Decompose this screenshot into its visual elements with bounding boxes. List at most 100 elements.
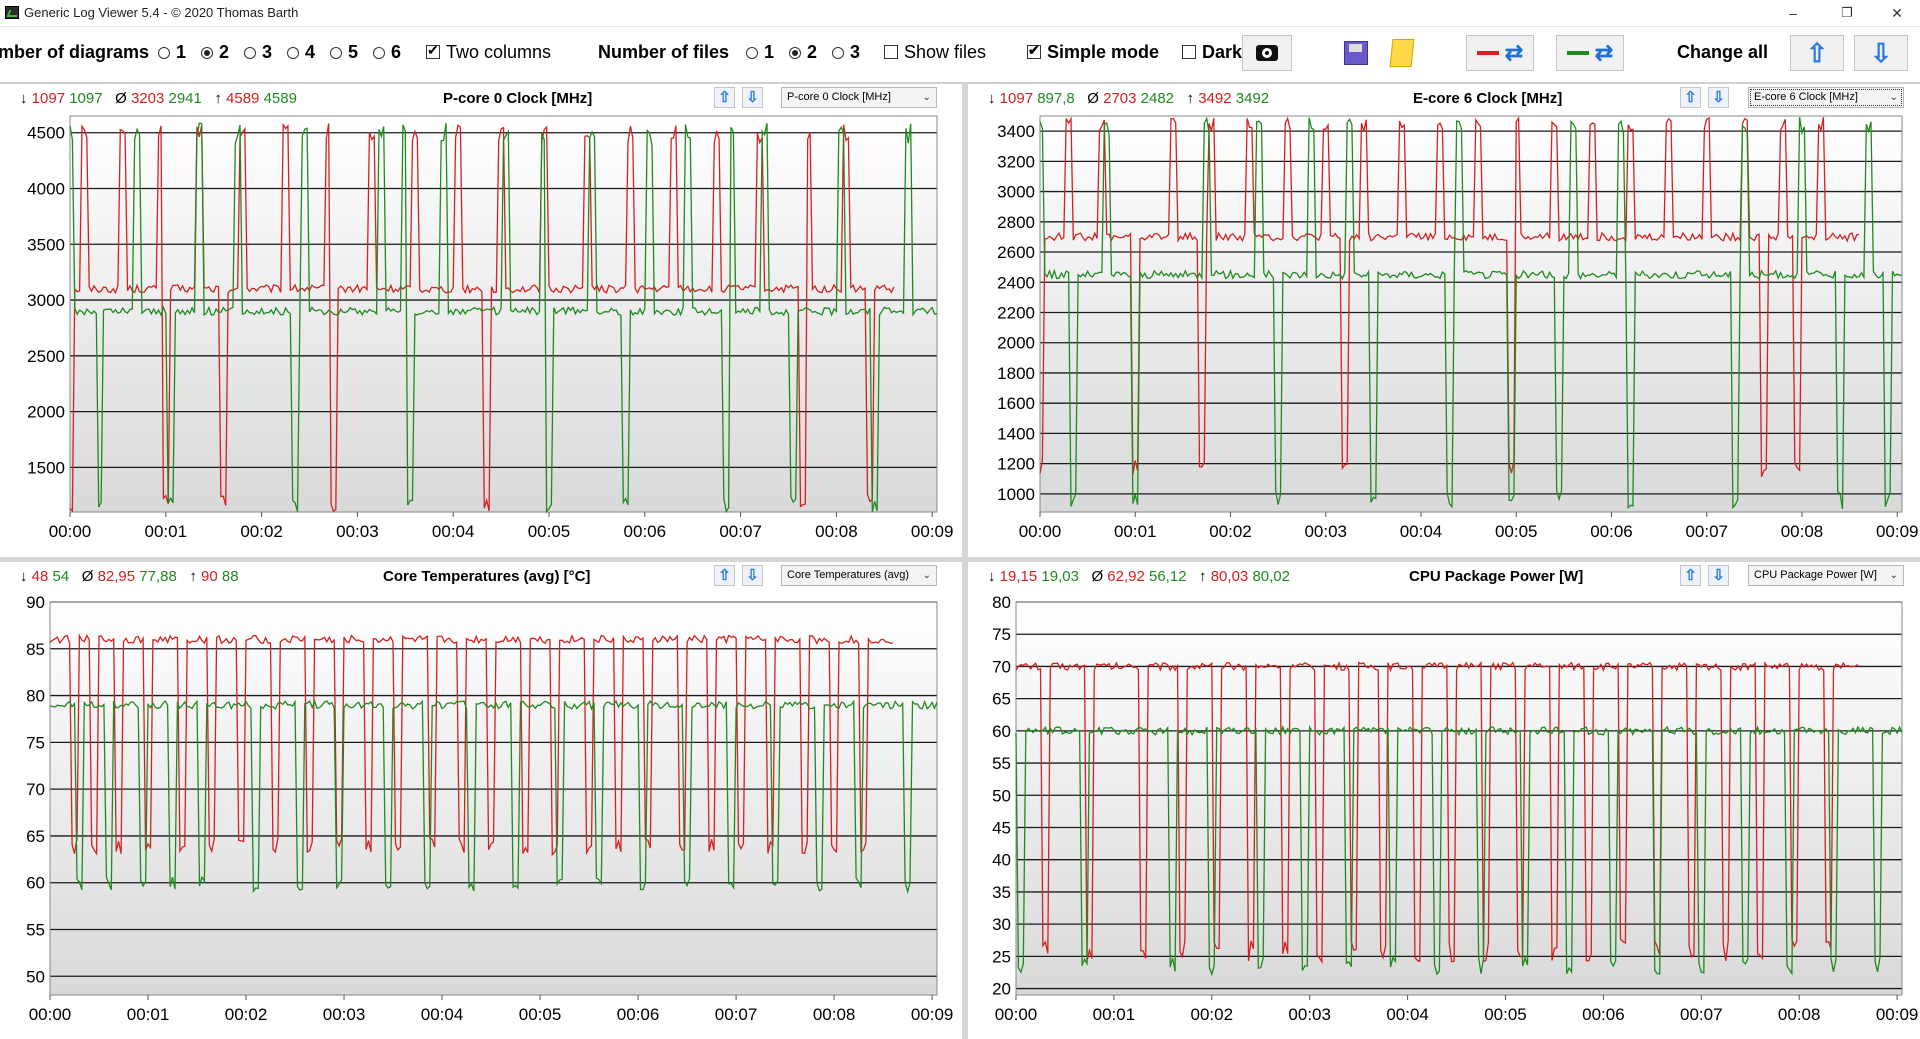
y-tick-label: 1500: [27, 458, 65, 477]
diagrams-radio-4[interactable]: 4: [287, 42, 315, 63]
file1-min-value: 1097: [31, 90, 70, 107]
radio-icon[interactable]: [201, 47, 213, 59]
diagram-title: CPU Package Power [W]: [1409, 568, 1584, 585]
avg-symbol: Ø: [69, 568, 98, 585]
show-files-check-icon[interactable]: [884, 45, 898, 59]
diagrams-radio-3[interactable]: 3: [244, 42, 272, 63]
simple-mode-check-icon[interactable]: [1027, 42, 1041, 59]
diagram-title: E-core 6 Clock [MHz]: [1413, 90, 1563, 107]
close-button[interactable]: ✕: [1891, 5, 1903, 21]
y-tick-label: 50: [26, 967, 45, 986]
y-tick-label: 60: [26, 874, 45, 893]
dark-check-icon[interactable]: [1182, 45, 1196, 59]
open-folder-button[interactable]: [1384, 35, 1420, 71]
radio-icon[interactable]: [373, 47, 385, 59]
diagrams-radio-label: 2: [219, 42, 230, 62]
two-columns-checkbox[interactable]: Two columns: [426, 42, 551, 63]
series-file2-line: [49, 699, 938, 895]
x-tick-label: 00:09: [911, 522, 954, 541]
swap-green-button[interactable]: ⇄: [1556, 35, 1624, 71]
diagram-stats: ↓ 19,15 19,03 Ø 62,92 56,12 ↑ 80,03 80,0…: [988, 568, 1290, 585]
diagrams-radio-1[interactable]: 1: [158, 42, 186, 63]
diagram-chart[interactable]: 20 25 30 35 40 45 50 55 60 65 70 75 80 00:00 00:01 00:0…: [968, 590, 1920, 1039]
previous-channel-button[interactable]: ⇧: [1680, 565, 1701, 586]
x-tick-label: 00:08: [1778, 1005, 1821, 1024]
x-tick-label: 00:09: [1876, 522, 1919, 541]
series-file1-line: [1039, 116, 1860, 477]
file2-max-value: 4589: [263, 90, 297, 107]
diagram-panel: ↓ 48 54 Ø 82,95 77,88 ↑ 90 88 Core Temper…: [0, 562, 962, 1039]
next-channel-button[interactable]: ⇩: [742, 565, 763, 586]
radio-icon[interactable]: [158, 47, 170, 59]
diagram-chart[interactable]: 50 55 60 65 70 75 80 85 90 00:00 00:01 00:02 00:03 00…: [0, 590, 962, 1039]
y-tick-label: 3000: [997, 183, 1035, 202]
series-file2-line: [69, 122, 938, 514]
file2-avg-value: 56,12: [1149, 568, 1187, 585]
previous-channel-button[interactable]: ⇧: [714, 565, 735, 586]
restore-button[interactable]: ❐: [1841, 5, 1853, 20]
x-tick-label: 00:04: [1386, 1005, 1429, 1024]
file1-min-value: 1097: [999, 90, 1038, 107]
radio-icon[interactable]: [832, 47, 844, 59]
channel-select[interactable]: E-core 6 Clock [MHz] ⌄: [1748, 87, 1904, 108]
y-tick-label: 2200: [997, 303, 1035, 322]
x-tick-label: 00:00: [995, 1005, 1038, 1024]
show-files-checkbox[interactable]: Show files: [884, 42, 986, 63]
dark-checkbox[interactable]: Dark: [1182, 42, 1242, 63]
x-tick-label: 00:05: [1484, 1005, 1527, 1024]
two-columns-check-icon[interactable]: [426, 42, 440, 59]
simple-mode-checkbox[interactable]: Simple mode: [1027, 42, 1159, 63]
folder-icon: [1389, 39, 1415, 67]
file2-max-value: 3492: [1235, 90, 1270, 107]
file1-avg-value: 3203: [130, 90, 169, 107]
screenshot-button[interactable]: [1242, 35, 1292, 71]
x-tick-label: 00:06: [624, 522, 667, 541]
diagrams-radio-2[interactable]: 2: [201, 42, 229, 63]
radio-icon[interactable]: [244, 47, 256, 59]
radio-icon[interactable]: [287, 47, 299, 59]
files-radio-1[interactable]: 1: [746, 42, 774, 63]
x-tick-label: 00:06: [617, 1005, 660, 1024]
arrow-up-icon: ⇧: [1806, 37, 1828, 68]
swap-red-button[interactable]: ⇄: [1466, 35, 1534, 71]
change-all-down-button[interactable]: ⇩: [1854, 35, 1908, 71]
minimize-button[interactable]: –: [1789, 5, 1797, 21]
channel-select[interactable]: P-core 0 Clock [MHz] ⌄: [781, 87, 937, 108]
diagrams-radio-6[interactable]: 6: [373, 42, 401, 63]
previous-channel-button[interactable]: ⇧: [714, 87, 735, 108]
diagrams-radio-label: 5: [348, 42, 359, 62]
next-channel-button[interactable]: ⇩: [742, 87, 763, 108]
y-tick-label: 3500: [27, 235, 65, 254]
y-tick-label: 3200: [997, 152, 1035, 171]
y-tick-label: 2000: [997, 334, 1035, 353]
radio-icon[interactable]: [789, 47, 801, 59]
channel-select[interactable]: Core Temperatures (avg) ⌄: [781, 565, 937, 586]
files-radio-2[interactable]: 2: [789, 42, 817, 63]
refresh-icon: ⇄: [1594, 40, 1614, 65]
save-button[interactable]: [1336, 35, 1376, 71]
diagram-chart[interactable]: 1500 2000 2500 3000 3500 4000 4500 00:00 00:01 00…: [0, 112, 962, 557]
files-radio-3[interactable]: 3: [832, 42, 860, 63]
file1-max-value: 80,03: [1210, 568, 1253, 585]
next-channel-button[interactable]: ⇩: [1708, 87, 1729, 108]
channel-select[interactable]: CPU Package Power [W] ⌄: [1748, 565, 1904, 586]
x-tick-label: 00:01: [1093, 1005, 1136, 1024]
diagram-header: ↓ 19,15 19,03 Ø 62,92 56,12 ↑ 80,03 80,0…: [968, 562, 1920, 590]
next-channel-button[interactable]: ⇩: [1708, 565, 1729, 586]
channel-select-value: Core Temperatures (avg): [787, 569, 910, 581]
y-tick-label: 70: [26, 780, 45, 799]
plot-border: [49, 601, 938, 996]
change-all-up-button[interactable]: ⇧: [1790, 35, 1844, 71]
y-tick-label: 45: [992, 818, 1011, 837]
files-radio-label: 1: [764, 42, 775, 62]
previous-channel-button[interactable]: ⇧: [1680, 87, 1701, 108]
diagram-chart[interactable]: 1000 1200 1400 1600 1800 2000 2200 2400 2600 2800…: [968, 112, 1920, 557]
panel-divider-horizontal[interactable]: [0, 557, 1920, 562]
diagram-panel: ↓ 1097 897,8 Ø 2703 2482 ↑ 3492 3492 E-co…: [968, 84, 1920, 557]
series-file1-line: [69, 122, 895, 513]
diagrams-radio-5[interactable]: 5: [330, 42, 358, 63]
radio-icon[interactable]: [330, 47, 342, 59]
radio-icon[interactable]: [746, 47, 758, 59]
camera-icon: [1256, 45, 1278, 61]
y-tick-label: 75: [992, 625, 1011, 644]
